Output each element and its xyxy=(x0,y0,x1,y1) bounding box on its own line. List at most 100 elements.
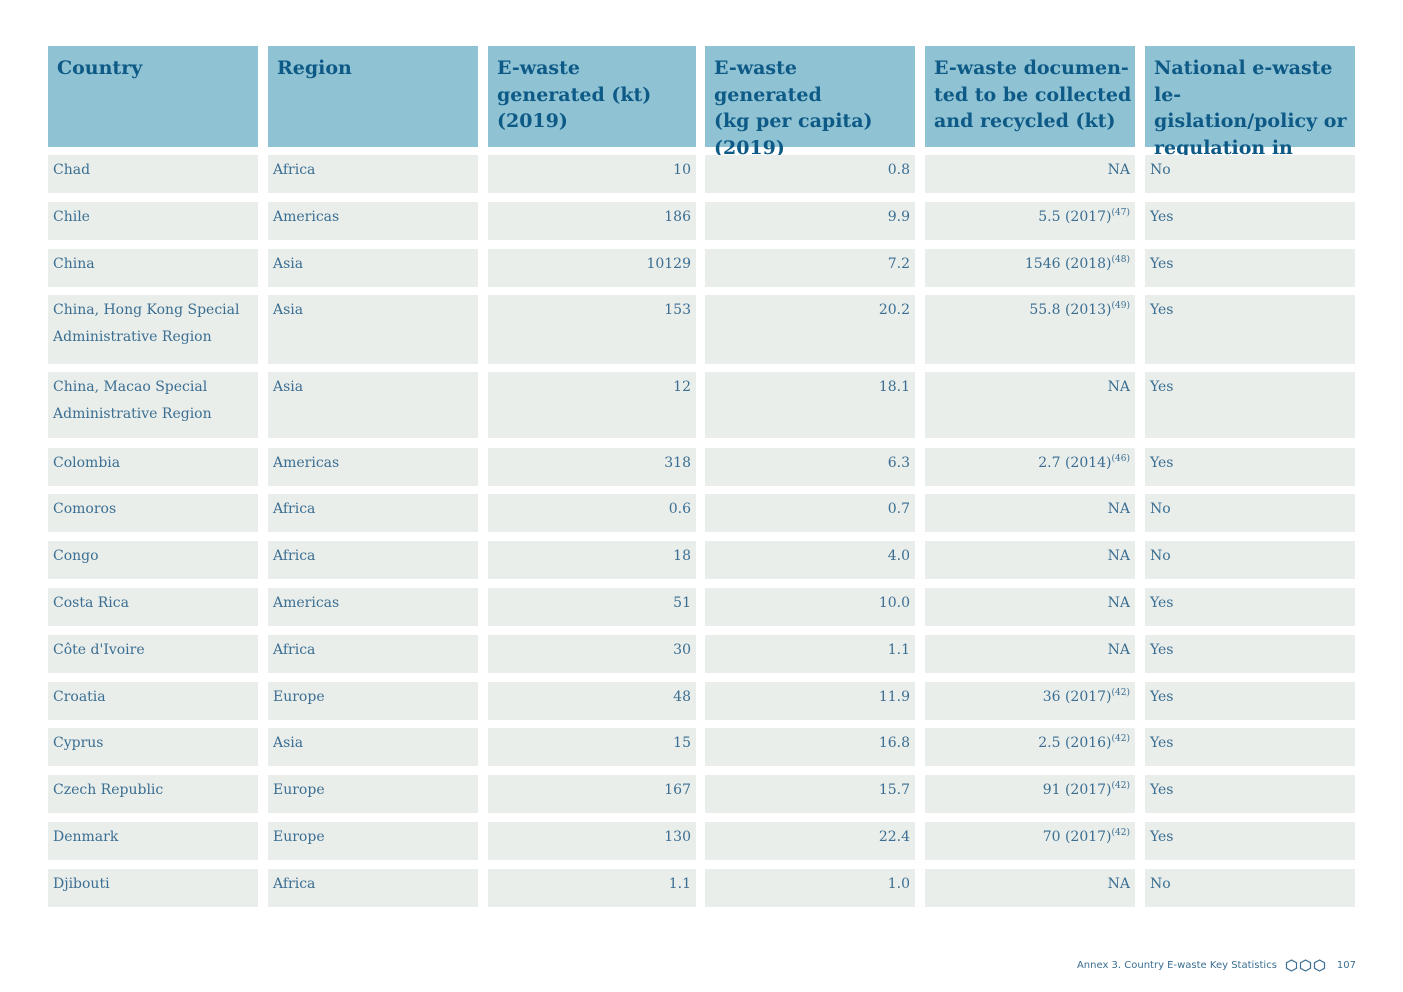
table-cell-legislation: Yes xyxy=(1145,448,1355,486)
cell-value: Croatia xyxy=(53,689,106,705)
cell-value: Yes xyxy=(1150,455,1174,471)
table-cell-collected: 2.5 (2016)(42) xyxy=(925,728,1135,766)
table-cell-per-capita: 1.0 xyxy=(705,869,915,907)
cell-value: NA xyxy=(1107,501,1130,517)
cell-value: NA xyxy=(1107,548,1130,564)
table-cell-per-capita: 22.4 xyxy=(705,822,915,860)
table-cell-collected: 36 (2017)(42) xyxy=(925,682,1135,720)
header-line: E-waste documen- xyxy=(934,57,1129,79)
cell-value: 15.7 xyxy=(878,782,910,798)
cell-value: Yes xyxy=(1150,595,1174,611)
cell-value: Chile xyxy=(53,209,90,225)
table-cell-country: Cyprus xyxy=(48,728,258,766)
table-cell-legislation: Yes xyxy=(1145,682,1355,720)
cell-value: NA xyxy=(1107,162,1130,178)
table-cell-legislation: Yes xyxy=(1145,249,1355,287)
cell-value: 2.7 (2014) xyxy=(1038,455,1112,471)
cell-value: 55.8 (2013) xyxy=(1029,302,1112,318)
header-line: ted to be collected xyxy=(934,83,1132,106)
cell-value: Yes xyxy=(1150,209,1174,225)
cell-value: Yes xyxy=(1150,256,1174,272)
table-cell-country: Côte d'Ivoire xyxy=(48,635,258,673)
table-cell-legislation: Yes xyxy=(1145,822,1355,860)
table-cell-legislation: Yes xyxy=(1145,635,1355,673)
table-cell-legislation: Yes xyxy=(1145,372,1355,438)
header-line: gislation/policy or xyxy=(1154,110,1347,132)
table-cell-per-capita: 15.7 xyxy=(705,775,915,813)
cell-value: 18.1 xyxy=(878,379,910,395)
header-line: generated (kt) xyxy=(497,83,652,106)
reference-note: (42) xyxy=(1111,781,1130,791)
table-cell-country: Congo xyxy=(48,541,258,579)
cell-value: 51 xyxy=(673,595,691,611)
header-col-generated-kt: E-waste generated (kt) (2019) xyxy=(488,46,696,147)
table-cell-generated-kt: 0.6 xyxy=(488,494,696,532)
table-cell-region: Americas xyxy=(268,588,478,626)
table-cell-country: Colombia xyxy=(48,448,258,486)
cell-value: Americas xyxy=(273,595,340,611)
reference-note: (42) xyxy=(1111,734,1130,744)
header-col-collected: E-waste documen-ted to be collected and r… xyxy=(925,46,1135,147)
table-cell-generated-kt: 318 xyxy=(488,448,696,486)
header-line: and recycled (kt) xyxy=(934,110,1116,132)
cell-value: Côte d'Ivoire xyxy=(53,642,145,658)
cell-value: 130 xyxy=(664,829,691,845)
cell-value: Europe xyxy=(273,829,325,845)
table-cell-generated-kt: 51 xyxy=(488,588,696,626)
table-cell-legislation: Yes xyxy=(1145,202,1355,240)
table-cell-region: Americas xyxy=(268,202,478,240)
header-line: E-waste xyxy=(714,57,797,79)
table-cell-generated-kt: 1.1 xyxy=(488,869,696,907)
cell-value: 5.5 (2017) xyxy=(1038,209,1112,225)
table-cell-per-capita: 1.1 xyxy=(705,635,915,673)
header-col-country: Country xyxy=(48,46,258,147)
cell-value: China, Macao Special Administrative Regi… xyxy=(53,379,212,422)
table-cell-per-capita: 7.2 xyxy=(705,249,915,287)
cell-value: 48 xyxy=(673,689,691,705)
header-line: E-waste xyxy=(497,57,580,79)
header-col-legislation: National e-waste le-gislation/policy or r… xyxy=(1145,46,1355,185)
table-cell-country: Comoros xyxy=(48,494,258,532)
table-cell-collected: NA xyxy=(925,588,1135,626)
cell-value: 30 xyxy=(673,642,691,658)
reference-note: (46) xyxy=(1111,454,1130,464)
cell-value: Africa xyxy=(273,642,316,658)
cell-value: Costa Rica xyxy=(53,595,129,611)
cell-value: 11.9 xyxy=(878,689,910,705)
cell-value: NA xyxy=(1107,379,1130,395)
table-cell-region: Asia xyxy=(268,295,478,364)
cell-value: Comoros xyxy=(53,501,117,517)
cell-value: 0.8 xyxy=(887,162,910,178)
table-cell-country: China xyxy=(48,249,258,287)
table-cell-legislation: Yes xyxy=(1145,775,1355,813)
table-cell-generated-kt: 48 xyxy=(488,682,696,720)
table-cell-legislation: Yes xyxy=(1145,728,1355,766)
table-cell-generated-kt: 18 xyxy=(488,541,696,579)
table-cell-region: Europe xyxy=(268,775,478,813)
cell-value: 9.9 xyxy=(887,209,910,225)
cell-value: Congo xyxy=(53,548,99,564)
table-cell-collected: 2.7 (2014)(46) xyxy=(925,448,1135,486)
table-cell-region: Asia xyxy=(268,728,478,766)
table-cell-per-capita: 20.2 xyxy=(705,295,915,364)
cell-value: China, Hong Kong Special Administrative … xyxy=(53,302,240,345)
table-cell-region: Europe xyxy=(268,682,478,720)
cell-value: Americas xyxy=(273,455,340,471)
table-cell-generated-kt: 30 xyxy=(488,635,696,673)
cell-value: Yes xyxy=(1150,735,1174,751)
cell-value: Cyprus xyxy=(53,735,104,751)
header-line: Region xyxy=(277,57,352,79)
table-cell-collected: 1546 (2018)(48) xyxy=(925,249,1135,287)
cell-value: Yes xyxy=(1150,642,1174,658)
cell-value: Yes xyxy=(1150,829,1174,845)
table-cell-per-capita: 10.0 xyxy=(705,588,915,626)
cell-value: NA xyxy=(1107,595,1130,611)
reference-note: (49) xyxy=(1111,301,1130,311)
table-cell-per-capita: 18.1 xyxy=(705,372,915,438)
header-line: Country xyxy=(57,57,143,79)
table-cell-legislation: No xyxy=(1145,155,1355,193)
table-cell-per-capita: 0.8 xyxy=(705,155,915,193)
cell-value: Denmark xyxy=(53,829,119,845)
cell-value: Djibouti xyxy=(53,876,110,892)
table-cell-collected: 70 (2017)(42) xyxy=(925,822,1135,860)
